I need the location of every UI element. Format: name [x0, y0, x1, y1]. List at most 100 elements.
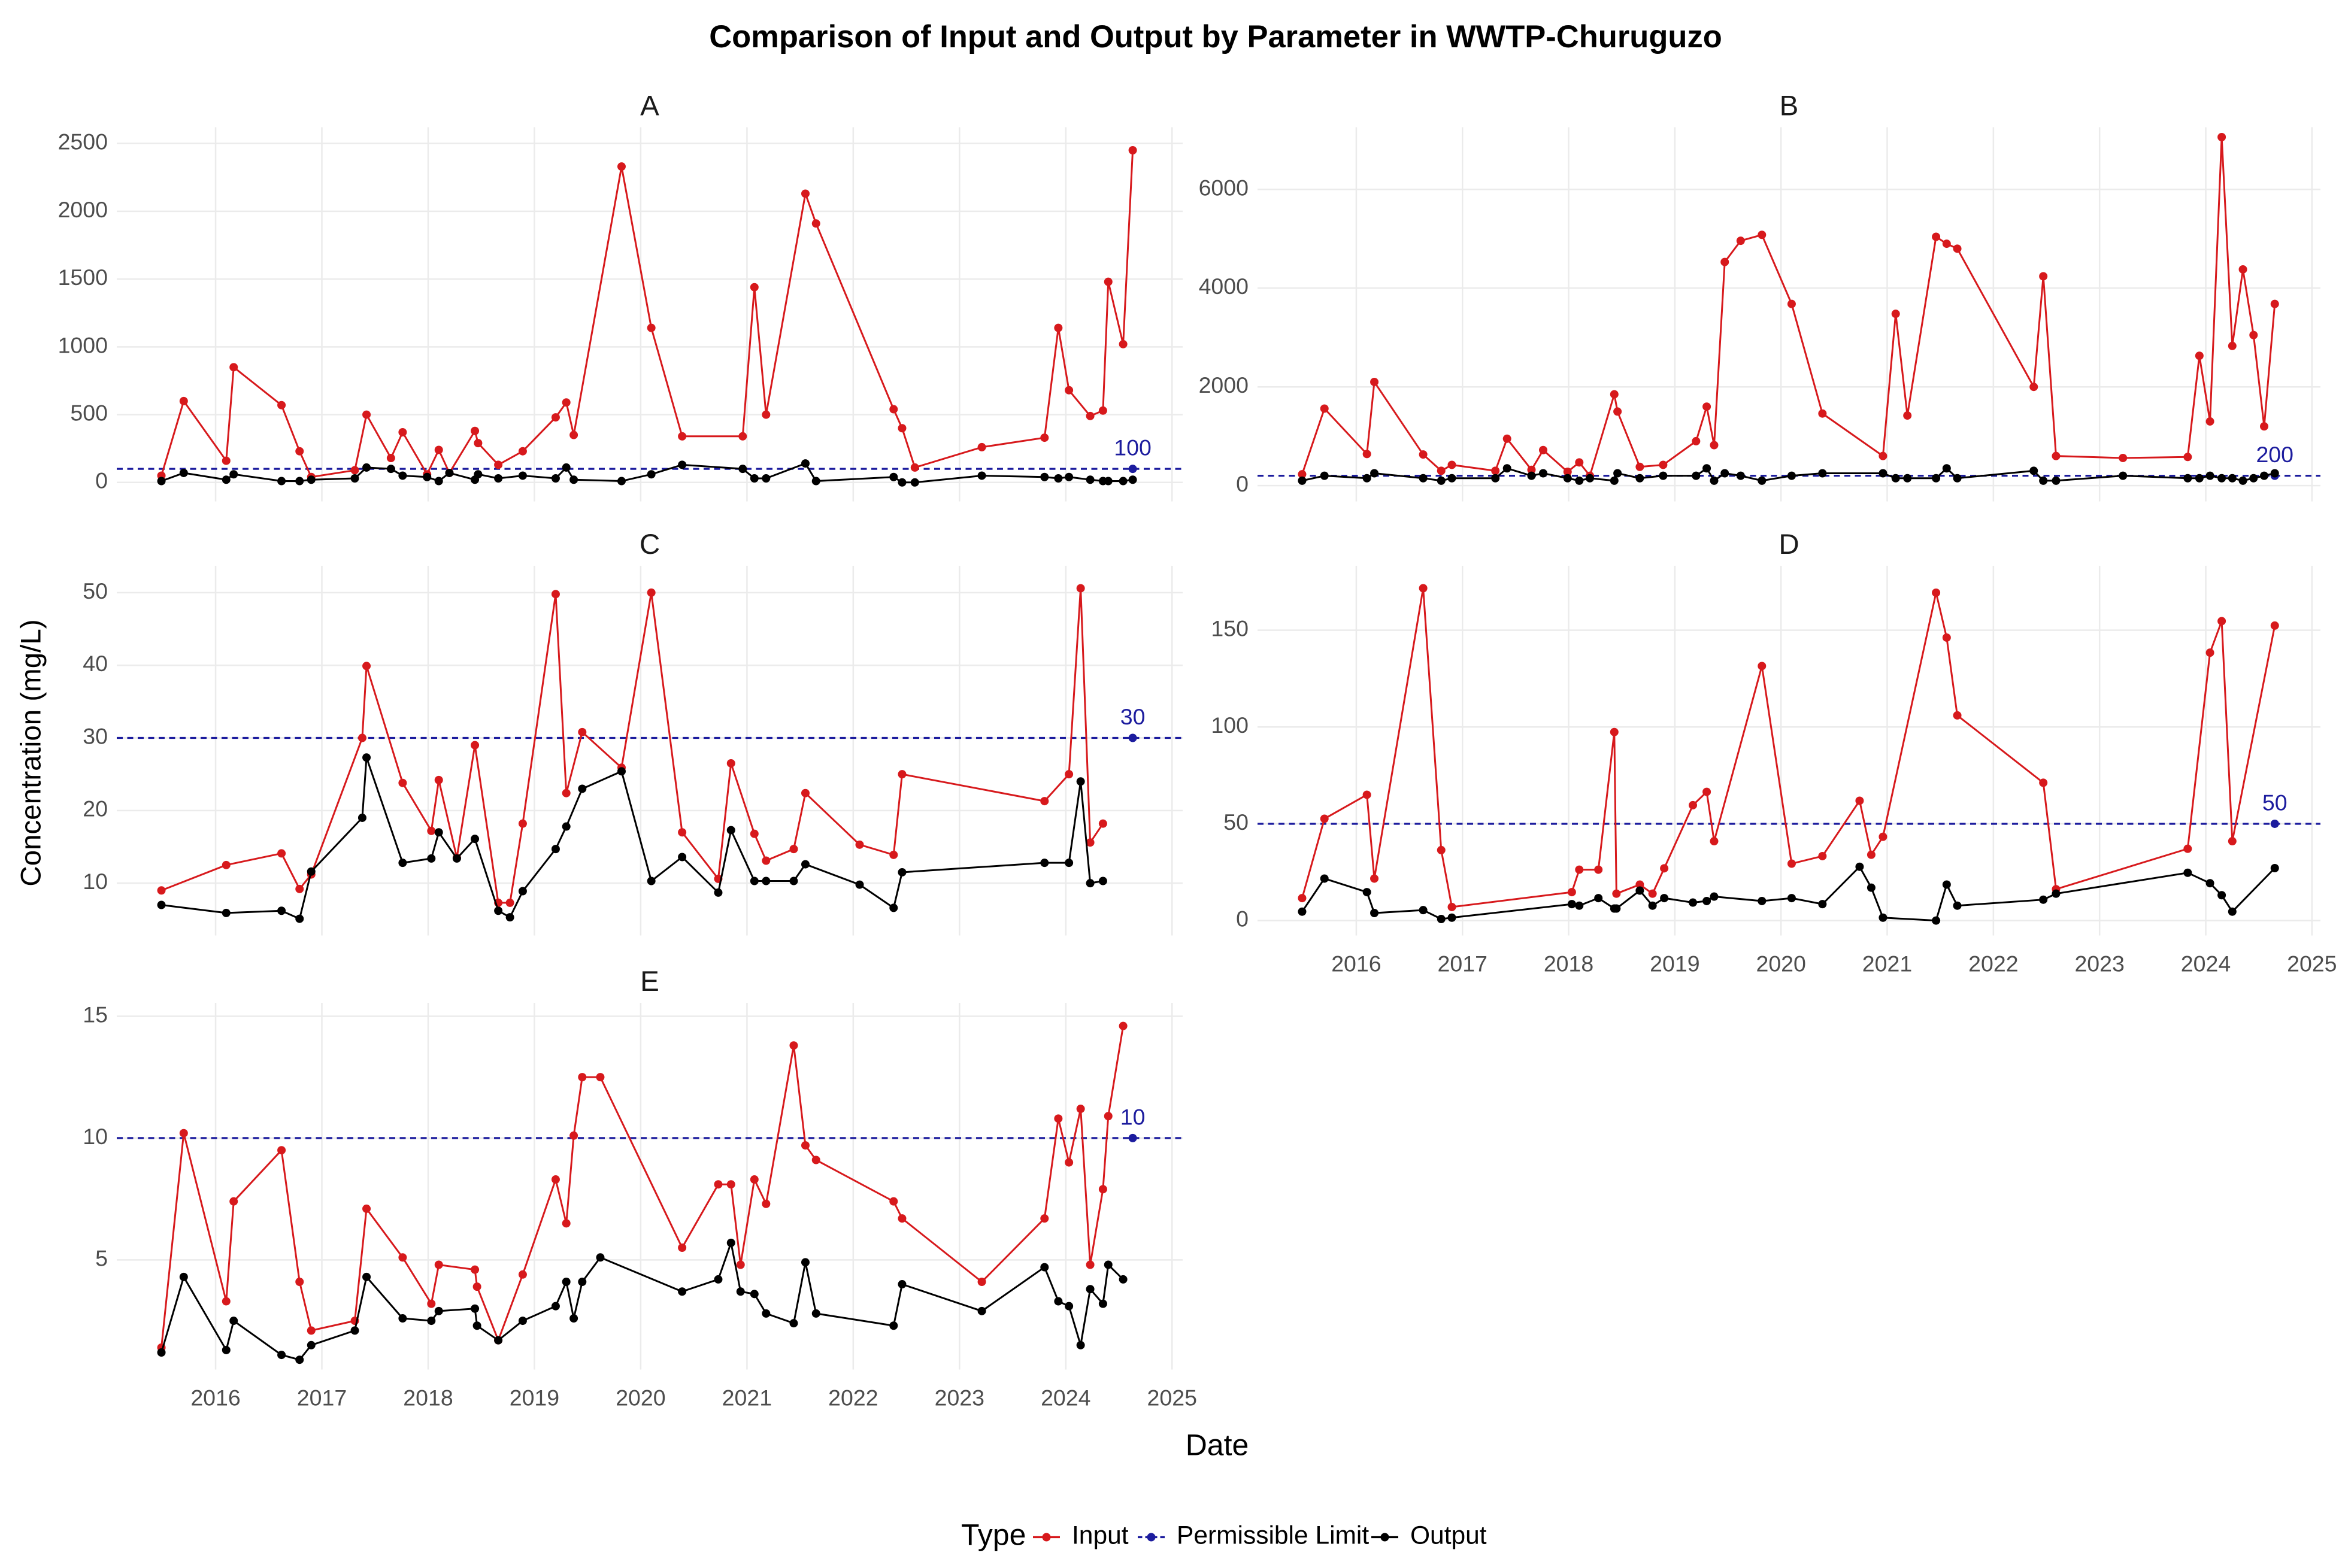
data-point [1298, 470, 1307, 479]
data-point [277, 906, 286, 915]
data-point [1758, 231, 1767, 239]
data-point [1320, 471, 1329, 480]
data-point [1855, 862, 1864, 871]
data-point [386, 454, 395, 463]
data-point [762, 876, 771, 885]
data-point [1787, 859, 1796, 868]
data-point [1298, 894, 1307, 903]
data-point [1065, 1158, 1074, 1167]
data-point [357, 813, 366, 822]
data-point [1879, 469, 1887, 478]
data-point [1086, 1285, 1095, 1294]
data-point [471, 1304, 480, 1313]
data-point [471, 426, 480, 435]
data-point [762, 410, 771, 419]
data-point [1076, 1105, 1085, 1114]
data-point [1953, 244, 1962, 253]
data-point [1086, 838, 1095, 847]
data-point [578, 1277, 587, 1286]
y-tick-label: 4000 [1199, 274, 1249, 299]
data-point [889, 1197, 898, 1206]
data-point [295, 914, 304, 923]
data-point [434, 1306, 443, 1315]
data-point [2260, 471, 2269, 480]
data-point [1855, 796, 1864, 805]
data-point [1040, 859, 1049, 868]
data-point [1040, 433, 1049, 442]
data-point [2217, 132, 2226, 141]
data-point [471, 741, 480, 750]
data-point [229, 363, 238, 372]
data-point [1447, 460, 1456, 469]
data-point [1119, 1275, 1128, 1284]
data-point [1128, 145, 1137, 154]
data-point [434, 1260, 443, 1269]
data-point [1419, 584, 1428, 593]
data-point [2217, 891, 2226, 900]
data-point [1098, 406, 1107, 415]
data-point [2039, 895, 2048, 904]
data-point [1065, 1302, 1074, 1311]
data-point [1076, 1340, 1085, 1349]
data-point [1903, 411, 1912, 420]
data-point [179, 396, 188, 405]
limit-label: 200 [2256, 442, 2293, 467]
panel-title: B [1780, 90, 1799, 122]
data-point [1710, 837, 1719, 846]
data-point [714, 888, 723, 897]
data-point [295, 477, 304, 486]
data-point [222, 908, 231, 917]
data-point [1491, 474, 1500, 483]
x-tick-label: 2019 [510, 1385, 559, 1410]
data-point [1419, 450, 1428, 459]
y-tick-label: 150 [1211, 616, 1249, 641]
data-point [2052, 476, 2061, 485]
data-point [427, 854, 436, 863]
data-point [1054, 474, 1063, 483]
data-point [1086, 475, 1095, 484]
data-point [1076, 777, 1085, 786]
limit-label: 10 [1120, 1104, 1146, 1129]
limit-point [1128, 465, 1137, 474]
data-point [1538, 445, 1547, 454]
data-point [1086, 1260, 1095, 1269]
data-point [505, 898, 514, 907]
data-point [1612, 904, 1621, 913]
data-point [1720, 469, 1729, 478]
data-point [801, 1258, 810, 1267]
data-point [801, 1141, 810, 1150]
data-point [2238, 265, 2247, 274]
data-point [1891, 474, 1900, 483]
data-point [1076, 584, 1085, 593]
y-tick-label: 100 [1211, 712, 1249, 738]
data-point [551, 474, 560, 483]
data-point [1502, 434, 1511, 443]
data-point [1710, 441, 1719, 450]
data-point [1736, 471, 1745, 480]
data-point [157, 1348, 166, 1357]
data-point [562, 1219, 571, 1228]
data-point [1635, 474, 1644, 483]
data-point [1119, 477, 1128, 486]
data-point [1660, 864, 1669, 873]
data-point [789, 1041, 798, 1050]
data-point [357, 733, 366, 742]
data-point [1362, 888, 1371, 897]
data-point [1065, 859, 1074, 868]
data-point [811, 219, 820, 228]
data-point [678, 460, 687, 469]
y-tick-label: 1000 [58, 332, 108, 357]
x-tick-label: 2022 [1968, 951, 2018, 976]
data-point [350, 466, 359, 475]
series-line [1301, 588, 2276, 908]
data-point [423, 472, 432, 481]
data-point [898, 478, 907, 487]
data-point [811, 477, 820, 486]
data-point [295, 447, 304, 456]
legend-swatch-point [1042, 1533, 1051, 1542]
data-point [222, 1297, 231, 1306]
x-tick-label: 2024 [2181, 951, 2231, 976]
data-point [295, 884, 304, 893]
data-point [1659, 460, 1668, 469]
data-point [427, 1299, 436, 1308]
